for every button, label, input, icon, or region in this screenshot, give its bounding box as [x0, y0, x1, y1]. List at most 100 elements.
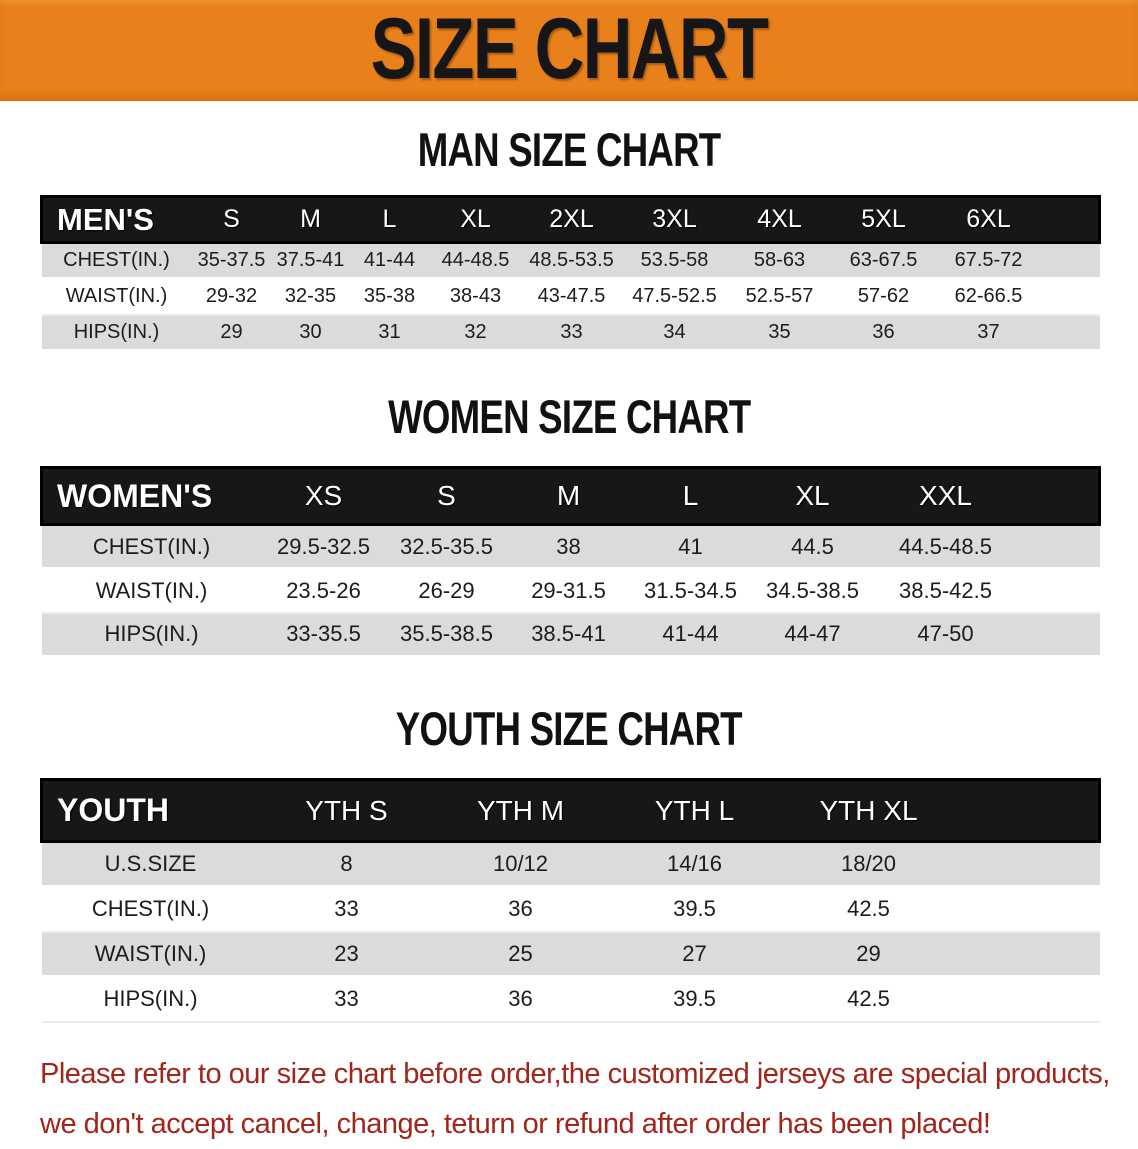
measure-label: WAIST(IN.) — [41, 278, 192, 316]
pad-cell — [955, 886, 1100, 933]
size-column-header: S — [385, 466, 508, 526]
size-column-header: M — [507, 466, 630, 526]
size-column-header: XS — [261, 466, 386, 526]
measurement-row: CHEST(IN.) 29.5-32.5 32.5-35.5 38 41 44.5 44.5… — [41, 524, 1100, 570]
size-value: 52.5-57 — [727, 278, 832, 316]
size-value: 27 — [607, 931, 782, 978]
size-value: 26-29 — [385, 568, 508, 614]
size-value: 43-47.5 — [521, 278, 622, 316]
size-value: 31 — [349, 314, 430, 352]
order-disclaimer-line1: Please refer to our size chart before or… — [40, 1057, 1110, 1090]
womens-size-table: WOMEN'S XS S M L XL XXL CHEST(IN.) 29.5-32.5 32.5… — [40, 466, 1101, 658]
size-table-header-row: MEN'S S M L XL 2XL 3XL 4XL 5XL 6XL — [40, 195, 1101, 244]
pad-cell — [1041, 314, 1100, 352]
size-value: 37 — [935, 314, 1042, 352]
size-value: 34.5-38.5 — [751, 568, 874, 614]
size-column-header: YTH XL — [781, 778, 956, 843]
pad-cell — [1041, 242, 1100, 280]
size-value: 32.5-35.5 — [385, 524, 508, 570]
size-column-header: S — [191, 195, 272, 244]
measure-label: CHEST(IN.) — [41, 242, 192, 280]
size-value: 35-37.5 — [191, 242, 272, 280]
size-value: 38.5-42.5 — [873, 568, 1018, 614]
size-column-header: 4XL — [727, 195, 832, 244]
size-value: 10/12 — [433, 841, 608, 888]
size-value: 58-63 — [727, 242, 832, 280]
measurement-row: WAIST(IN.) 23.5-26 26-29 29-31.5 31.5-34.5 34… — [41, 568, 1100, 614]
size-table-header-row: WOMEN'S XS S M L XL XXL — [40, 466, 1101, 526]
measure-label: HIPS(IN.) — [41, 314, 192, 352]
size-value: 47.5-52.5 — [621, 278, 728, 316]
size-value: 23 — [259, 931, 434, 978]
size-column-header: 2XL — [521, 195, 622, 244]
size-value: 48.5-53.5 — [521, 242, 622, 280]
pad-cell — [1017, 524, 1100, 570]
size-value: 63-67.5 — [831, 242, 936, 280]
size-column-header: YTH M — [433, 778, 608, 843]
size-column-header: 5XL — [831, 195, 936, 244]
pad-cell — [1041, 278, 1100, 316]
size-value: 53.5-58 — [621, 242, 728, 280]
measurement-row: U.S.SIZE 8 10/12 14/16 18/20 — [41, 841, 1100, 888]
measurement-row: HIPS(IN.) 33 36 39.5 42.5 — [41, 976, 1100, 1023]
size-column-header: XL — [429, 195, 522, 244]
size-column-header: XL — [751, 466, 874, 526]
measure-label: CHEST(IN.) — [41, 886, 260, 933]
measure-label: HIPS(IN.) — [41, 612, 262, 658]
size-value: 62-66.5 — [935, 278, 1042, 316]
size-value: 38-43 — [429, 278, 522, 316]
measurement-row: HIPS(IN.) 33-35.5 35.5-38.5 38.5-41 41-44 44-… — [41, 612, 1100, 658]
size-column-header: M — [271, 195, 350, 244]
size-value: 29 — [781, 931, 956, 978]
youth-size-table: YOUTH YTH S YTH M YTH L YTH XL U.S.SIZE 8 10/12… — [40, 778, 1101, 1023]
pad-cell — [955, 778, 1101, 843]
size-column-header: L — [349, 195, 430, 244]
pad-cell — [955, 931, 1100, 978]
measurement-row: CHEST(IN.) 35-37.5 37.5-41 41-44 44-48.5 48.5… — [41, 242, 1100, 280]
measure-label: WAIST(IN.) — [41, 931, 260, 978]
size-value: 8 — [259, 841, 434, 888]
size-value: 36 — [433, 886, 608, 933]
size-value: 18/20 — [781, 841, 956, 888]
size-value: 41-44 — [349, 242, 430, 280]
measurement-row: HIPS(IN.) 29 30 31 32 33 34 35 36 37 — [41, 314, 1100, 352]
measurement-row: CHEST(IN.) 33 36 39.5 42.5 — [41, 886, 1100, 933]
order-disclaimer: Please refer to our size chart before or… — [40, 1049, 1118, 1149]
size-value: 23.5-26 — [261, 568, 386, 614]
size-column-header: 6XL — [935, 195, 1042, 244]
size-value: 29 — [191, 314, 272, 352]
size-value: 44.5-48.5 — [873, 524, 1018, 570]
size-column-header: 3XL — [621, 195, 728, 244]
youth-section-heading: YOUTH SIZE CHART — [0, 701, 1138, 756]
pad-cell — [1017, 612, 1100, 658]
measure-label: WAIST(IN.) — [41, 568, 262, 614]
size-value: 32 — [429, 314, 522, 352]
size-value: 42.5 — [781, 886, 956, 933]
pad-cell — [1017, 568, 1100, 614]
banner-title: SIZE CHART — [370, 0, 769, 97]
man-section-heading: MAN SIZE CHART — [0, 122, 1138, 177]
man-section-heading-text: MAN SIZE CHART — [417, 123, 721, 176]
measure-label: CHEST(IN.) — [41, 524, 262, 570]
size-value: 33 — [521, 314, 622, 352]
size-value: 29-32 — [191, 278, 272, 316]
size-value: 34 — [621, 314, 728, 352]
size-chart-banner: SIZE CHART — [0, 0, 1138, 101]
size-value: 33 — [259, 976, 434, 1023]
pad-cell — [1041, 195, 1101, 244]
size-value: 44-47 — [751, 612, 874, 658]
table-header-label: YOUTH — [40, 778, 260, 843]
size-value: 44-48.5 — [429, 242, 522, 280]
size-value: 25 — [433, 931, 608, 978]
size-value: 42.5 — [781, 976, 956, 1023]
size-column-header: XXL — [873, 466, 1018, 526]
measurement-row: WAIST(IN.) 23 25 27 29 — [41, 931, 1100, 978]
size-column-header: YTH L — [607, 778, 782, 843]
size-value: 29.5-32.5 — [261, 524, 386, 570]
size-value: 35.5-38.5 — [385, 612, 508, 658]
size-column-header: L — [629, 466, 752, 526]
youth-section-heading-text: YOUTH SIZE CHART — [396, 702, 743, 755]
pad-cell — [955, 841, 1100, 888]
size-value: 30 — [271, 314, 350, 352]
mens-size-table: MEN'S S M L XL 2XL 3XL 4XL 5XL 6XL CHEST(IN.) 35-37… — [40, 195, 1101, 352]
